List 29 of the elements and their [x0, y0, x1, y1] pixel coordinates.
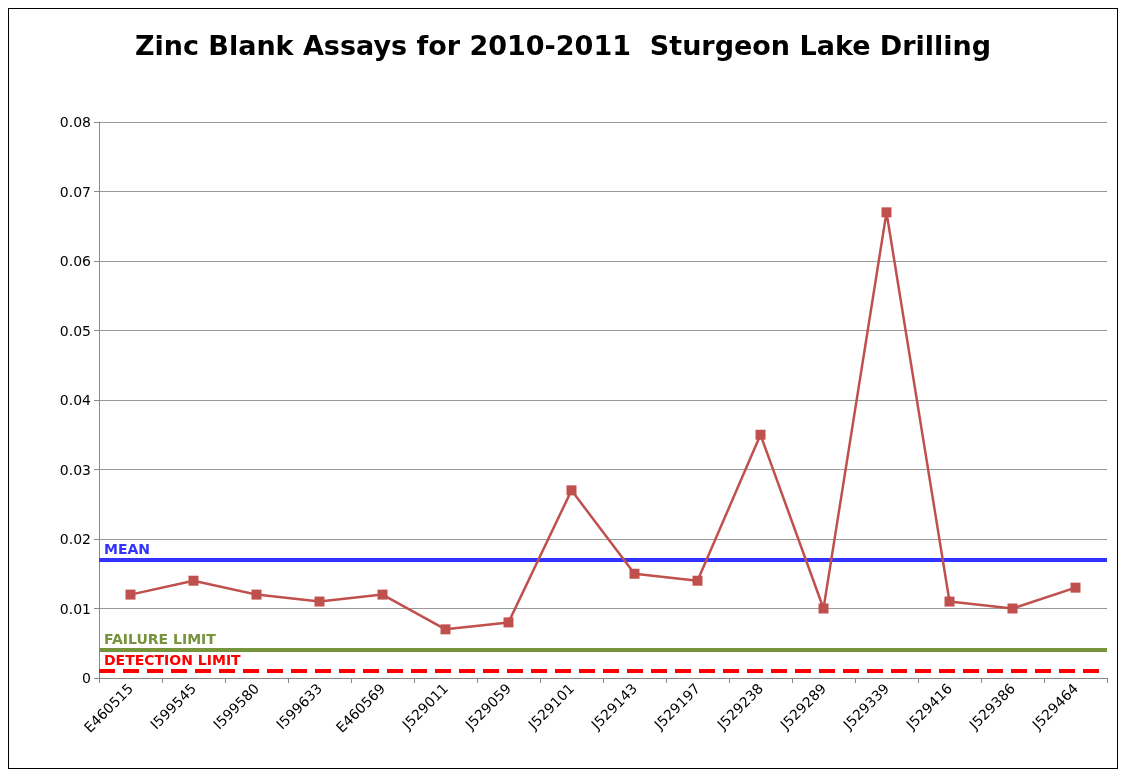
chart-title: Zinc Blank Assays for 2010-2011 Sturgeon Lake Drilling — [134, 30, 992, 61]
ref-line-label: DETECTION LIMIT — [104, 652, 242, 669]
y-tick-label: 0.06 — [59, 253, 92, 269]
point — [566, 485, 577, 496]
y-tick-label: 0.03 — [59, 461, 91, 478]
y-tick-label: 0.02 — [59, 531, 91, 547]
ref-line-label: FAILURE LIMIT — [104, 631, 217, 648]
point — [629, 568, 640, 579]
point — [692, 575, 703, 586]
point — [440, 624, 451, 635]
point — [125, 589, 136, 600]
point — [188, 575, 199, 586]
y-tick-label: 0.01 — [59, 600, 91, 617]
y-tick-label: 0.05 — [59, 322, 91, 339]
point — [1007, 603, 1018, 614]
ref-line-label: MEAN — [104, 540, 151, 557]
point — [1070, 582, 1081, 593]
point — [314, 596, 325, 607]
point — [881, 207, 892, 218]
y-tick-label: 0 — [82, 670, 91, 686]
point — [503, 617, 514, 628]
y-tick-label: 0.07 — [59, 183, 91, 200]
point — [944, 596, 955, 607]
point — [251, 589, 262, 600]
y-tick-label: 0.08 — [59, 114, 91, 130]
point — [377, 589, 388, 600]
point — [755, 429, 766, 440]
y-tick-label: 0.04 — [59, 392, 92, 408]
point — [818, 603, 829, 614]
